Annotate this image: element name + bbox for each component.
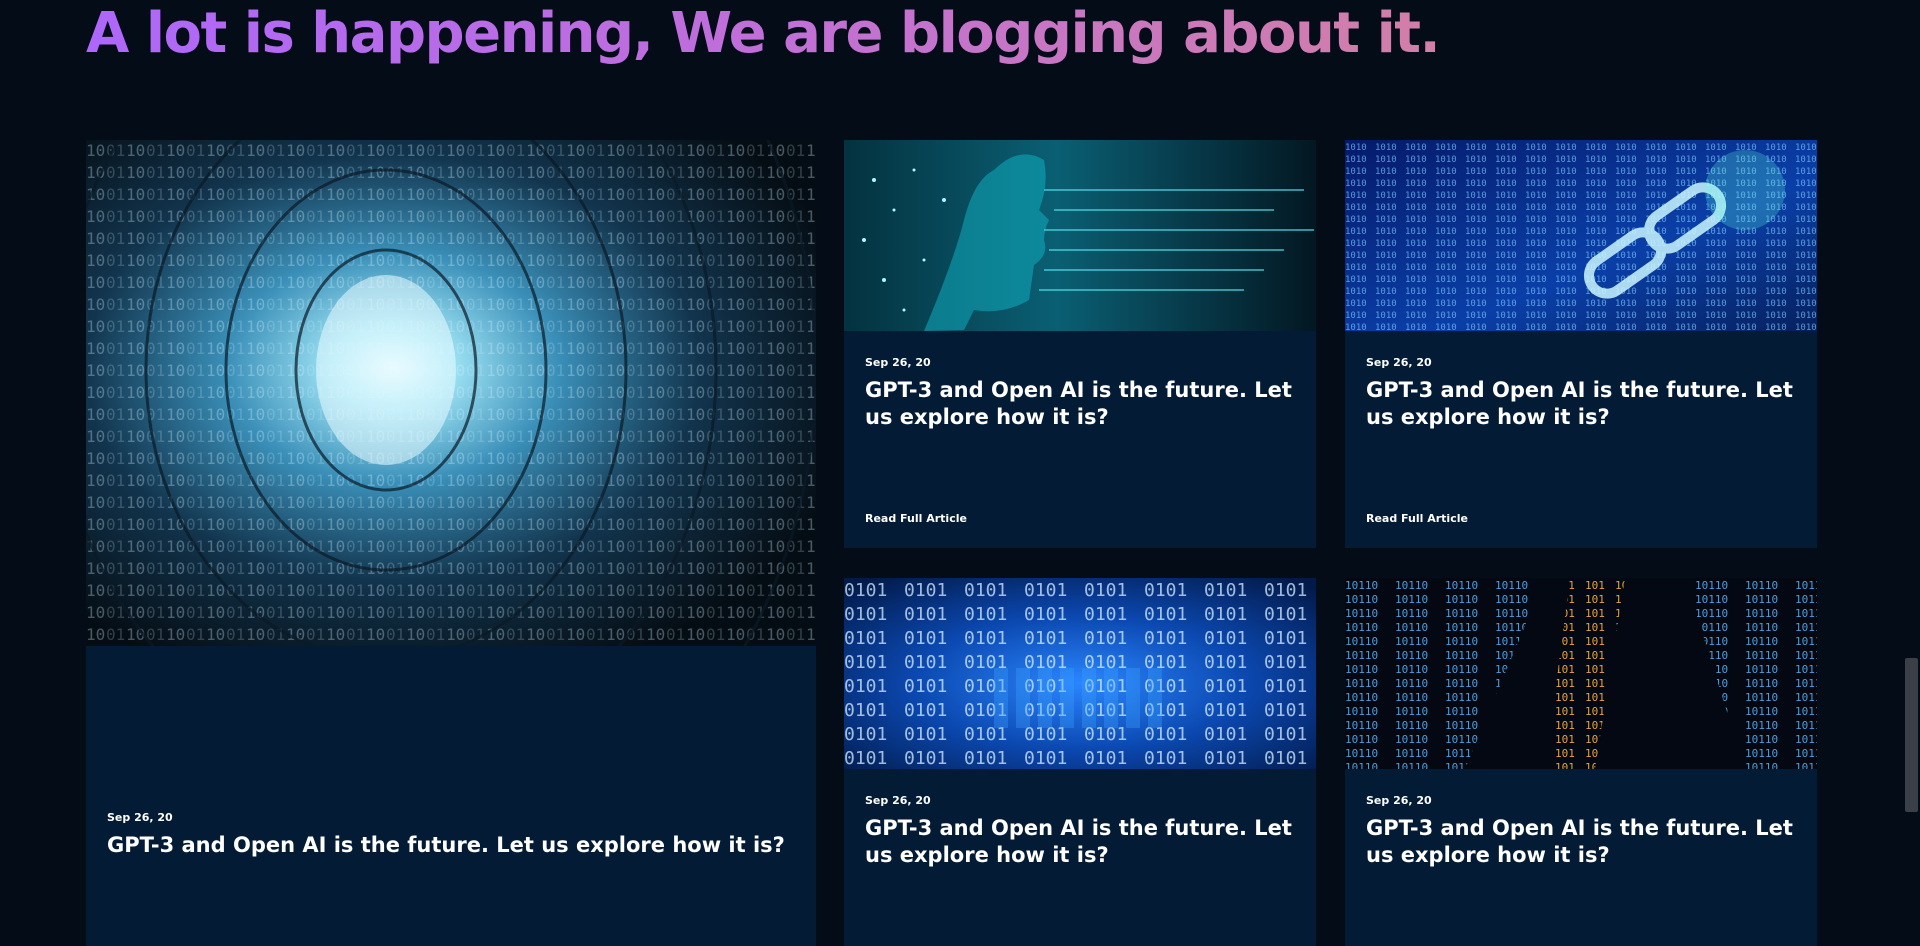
ai-circuit-head-image bbox=[844, 140, 1316, 331]
article-title[interactable]: GPT-3 and Open AI is the future. Let us … bbox=[865, 378, 1292, 429]
article-title[interactable]: GPT-3 and Open AI is the future. Let us … bbox=[865, 816, 1292, 867]
read-full-article-link[interactable]: Read Full Article bbox=[1366, 512, 1468, 525]
binary-chain-image: 1010 bbox=[1345, 140, 1817, 331]
article-date: Sep 26, 20 bbox=[1366, 356, 1432, 369]
blue-binary-grid-image: 0101 bbox=[844, 578, 1316, 769]
read-full-article-link[interactable]: Read Full Article bbox=[865, 512, 967, 525]
blog-card[interactable]: 1010 Sep 26, 20 GPT-3 and Open AI is the… bbox=[1345, 140, 1817, 548]
article-date: Sep 26, 20 bbox=[865, 794, 931, 807]
binary-perspective-image: 10110 101 bbox=[1345, 578, 1817, 769]
article-title[interactable]: GPT-3 and Open AI is the future. Let us … bbox=[107, 833, 785, 857]
article-date: Sep 26, 20 bbox=[865, 356, 931, 369]
article-date: Sep 26, 20 bbox=[107, 811, 173, 824]
blog-card[interactable]: 0101 Sep 26, 20 GPT-3 and Open AI is the… bbox=[844, 578, 1316, 946]
blog-card[interactable]: Sep 26, 20 GPT-3 and Open AI is the futu… bbox=[844, 140, 1316, 548]
article-title[interactable]: GPT-3 and Open AI is the future. Let us … bbox=[1366, 378, 1793, 429]
page-scrollbar[interactable] bbox=[1903, 0, 1920, 946]
article-title[interactable]: GPT-3 and Open AI is the future. Let us … bbox=[1366, 816, 1793, 867]
scrollbar-thumb[interactable] bbox=[1905, 658, 1918, 812]
blog-card-featured[interactable]: 10 01 Sep 26, 20 GPT-3 and Open AI is th… bbox=[86, 140, 816, 946]
blog-headline: A lot is happening, We are blogging abou… bbox=[86, 1, 1441, 66]
article-date: Sep 26, 20 bbox=[1366, 794, 1432, 807]
blog-card[interactable]: 10110 101 Sep 26, 20 GPT-3 and Open AI i… bbox=[1345, 578, 1817, 946]
binary-tunnel-image: 10 01 bbox=[86, 140, 816, 646]
